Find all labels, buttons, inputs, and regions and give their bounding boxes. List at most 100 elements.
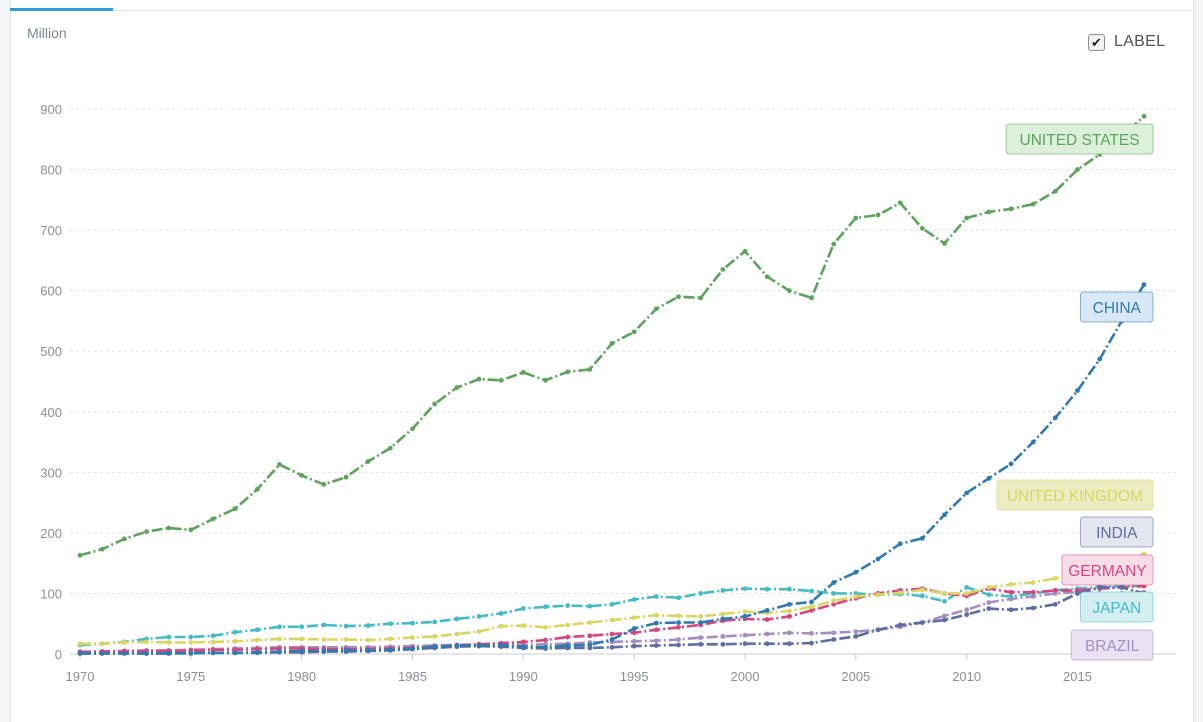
data-point-china	[1052, 415, 1058, 421]
data-point-china	[653, 620, 659, 626]
data-point-china	[631, 626, 637, 631]
x-tick-label: 2015	[1063, 669, 1092, 684]
data-point-united-states	[365, 459, 371, 464]
data-point-japan	[210, 633, 216, 639]
data-point-united-kingdom	[587, 620, 593, 625]
data-point-united-states	[676, 294, 681, 300]
data-point-india	[698, 641, 704, 647]
data-point-brazil	[720, 634, 726, 639]
y-tick-label: 400	[40, 405, 62, 420]
data-point-india	[897, 622, 903, 628]
data-point-india	[1008, 607, 1014, 613]
data-point-united-kingdom	[786, 608, 792, 614]
data-point-united-states	[742, 248, 748, 254]
data-point-united-states	[343, 474, 349, 480]
data-point-brazil	[964, 607, 970, 613]
data-point-china	[786, 601, 792, 607]
data-point-germany	[1008, 589, 1014, 595]
data-point-japan	[964, 584, 970, 590]
data-point-japan	[1008, 594, 1014, 599]
label-toggle[interactable]: ✔ LABEL	[1088, 33, 1165, 51]
data-point-united-kingdom	[831, 598, 837, 604]
data-point-india	[631, 643, 637, 649]
data-point-united-states	[144, 529, 149, 535]
series-label-box-japan	[1080, 591, 1154, 623]
data-point-japan	[942, 598, 947, 604]
data-point-japan	[277, 624, 282, 630]
x-tick-label: 1995	[620, 669, 649, 684]
data-point-united-states	[897, 200, 903, 206]
data-point-china	[1008, 461, 1014, 467]
data-point-united-states	[786, 288, 792, 294]
data-point-japan	[387, 621, 393, 627]
data-point-united-states	[809, 295, 814, 301]
data-point-brazil	[631, 638, 637, 644]
data-point-united-kingdom	[387, 636, 393, 642]
data-point-united-states	[454, 385, 460, 390]
series-label-germany: GERMANY	[1068, 563, 1146, 580]
data-point-india	[875, 627, 881, 633]
active-tab-indicator[interactable]	[10, 8, 113, 11]
data-point-united-states	[77, 552, 83, 558]
data-point-china	[454, 643, 460, 648]
data-point-united-states	[232, 506, 238, 512]
series-label-united-states: UNITED STATES	[1020, 132, 1140, 149]
data-point-united-states	[565, 369, 571, 375]
data-point-china	[1030, 439, 1036, 445]
data-point-japan	[254, 627, 260, 633]
series-label-japan: JAPAN	[1092, 600, 1141, 617]
data-point-united-states	[1008, 206, 1014, 212]
series-label-china: CHINA	[1093, 300, 1142, 317]
series-label-box-united-kingdom	[996, 479, 1154, 511]
data-point-japan	[809, 588, 814, 594]
y-tick-label: 600	[40, 284, 62, 299]
data-point-china	[99, 650, 105, 656]
data-point-germany	[587, 633, 593, 639]
data-point-united-kingdom	[565, 622, 571, 628]
data-point-china	[986, 475, 992, 481]
x-tick-label: 1980	[287, 669, 316, 684]
y-tick-label: 200	[40, 526, 62, 541]
data-point-india	[742, 641, 748, 647]
data-point-japan	[520, 606, 526, 611]
y-tick-label: 500	[40, 344, 62, 359]
data-point-china	[809, 599, 814, 605]
data-point-united-states	[587, 366, 593, 372]
data-point-united-states	[698, 295, 704, 301]
data-point-germany	[631, 630, 637, 636]
data-point-united-kingdom	[609, 617, 615, 623]
data-point-japan	[986, 592, 992, 598]
data-point-japan	[166, 634, 172, 640]
label-checkbox[interactable]: ✔	[1088, 33, 1105, 51]
series-label-box-germany	[1061, 554, 1154, 586]
data-point-china	[365, 647, 371, 653]
data-point-united-kingdom	[676, 613, 681, 619]
data-point-brazil	[809, 631, 814, 636]
x-tick-label: 1985	[398, 669, 427, 684]
data-point-united-states	[609, 340, 615, 346]
data-point-china	[942, 512, 947, 518]
data-point-united-kingdom	[1008, 581, 1014, 587]
data-point-china	[387, 647, 393, 653]
data-point-brazil	[853, 629, 859, 634]
data-point-united-states	[121, 536, 127, 542]
data-point-india	[853, 634, 859, 639]
series-label-united-kingdom: UNITED KINGDOM	[1007, 488, 1143, 505]
data-point-united-kingdom	[1030, 580, 1036, 585]
data-point-china	[831, 580, 837, 585]
data-point-united-states	[942, 241, 947, 246]
data-point-japan	[676, 595, 681, 601]
data-point-india	[831, 637, 837, 642]
data-point-japan	[232, 629, 238, 635]
checkmark-icon: ✔	[1091, 34, 1102, 50]
data-point-japan	[698, 591, 704, 596]
data-point-united-states	[99, 546, 105, 552]
data-point-germany	[786, 614, 792, 619]
tab-strip-border	[10, 10, 1192, 11]
data-point-china	[321, 648, 327, 654]
data-point-india	[942, 617, 947, 623]
data-point-united-states	[277, 462, 282, 467]
data-point-united-kingdom	[498, 623, 504, 629]
data-point-united-kingdom	[653, 612, 659, 618]
